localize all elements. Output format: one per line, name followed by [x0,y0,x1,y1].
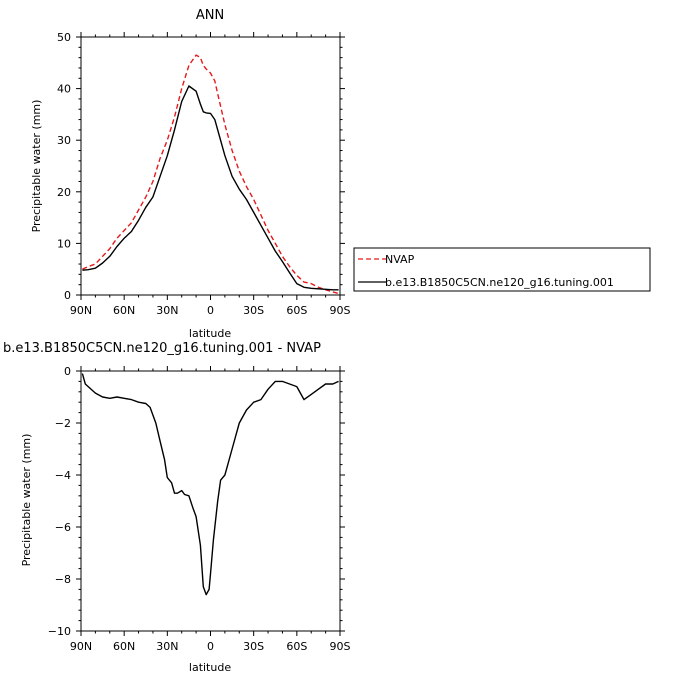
bottom-panel-y-tick-label: −4 [55,469,71,482]
bottom-panel-series-line-0 [81,373,339,596]
top-panel-series-line-1 [82,85,339,291]
bottom-panel-x-axis-label: latitude [189,661,231,674]
top-panel-x-tick-label: 30N [156,304,178,317]
top-panel-frame [80,36,341,296]
top-panel-y-tick-label: 30 [57,134,71,147]
top-panel-x-tick-label: 90N [70,304,92,317]
bottom-panel-y-axis-label: Precipitable water (mm) [20,434,33,567]
top-panel-x-tick-label: 0 [207,304,214,317]
top-panel-x-tick-label: 60S [286,304,307,317]
bottom-panel-y-tick-label: 0 [64,365,71,378]
legend: NVAP b.e13.B1850C5CN.ne120_g16.tuning.00… [353,247,651,292]
top-panel-axes: 90N 60N 30N 0 30S 60S 90S 0 10 20 30 40 50 [57,31,351,317]
bottom-panel-y-tick-label: −6 [55,521,71,534]
top-panel-series-line-0 [82,54,339,295]
top-panel-y-axis-label: Precipitable water (mm) [30,100,43,233]
bottom-panel-axes: 90N 60N 30N 0 30S 60S 90S −10 −8 −6 −4 −2 0 [48,365,351,653]
bottom-panel-x-tick-label: 90S [330,640,351,653]
bottom-panel-x-tick-label: 90N [70,640,92,653]
bottom-panel-y-tick-label: −10 [48,625,71,638]
bottom-panel-frame [80,370,341,632]
bottom-panel-title: b.e13.B1850C5CN.ne120_g16.tuning.001 - N… [3,341,321,356]
bottom-panel: b.e13.B1850C5CN.ne120_g16.tuning.001 - N… [3,341,351,674]
bottom-panel-series [81,373,339,596]
top-panel-y-tick-label: 10 [57,237,71,250]
top-panel-y-tick-label: 50 [57,31,71,44]
bottom-panel-x-tick-label: 0 [207,640,214,653]
top-panel-x-axis-label: latitude [189,327,231,340]
top-panel-x-tick-label: 60N [113,304,135,317]
top-panel-y-tick-label: 0 [64,289,71,302]
bottom-panel-x-tick-label: 60S [286,640,307,653]
legend-nvap-label: NVAP [385,253,415,266]
bottom-panel-y-tick-label: −2 [55,417,71,430]
bottom-panel-x-tick-label: 30S [243,640,264,653]
top-panel-y-tick-label: 20 [57,186,71,199]
bottom-panel-x-tick-label: 60N [113,640,135,653]
legend-model-label: b.e13.B1850C5CN.ne120_g16.tuning.001 [385,276,614,289]
top-panel-x-tick-label: 90S [330,304,351,317]
top-panel: ANN 90N 60N 30N 0 30S 60S 90S 0 10 20 30 40 50 latit… [30,8,351,340]
top-panel-title: ANN [196,8,224,23]
top-panel-y-tick-label: 40 [57,83,71,96]
bottom-panel-y-tick-label: −8 [55,573,71,586]
bottom-panel-x-tick-label: 30N [156,640,178,653]
legend-box [353,247,651,292]
top-panel-x-tick-label: 30S [243,304,264,317]
top-panel-series [82,54,339,295]
